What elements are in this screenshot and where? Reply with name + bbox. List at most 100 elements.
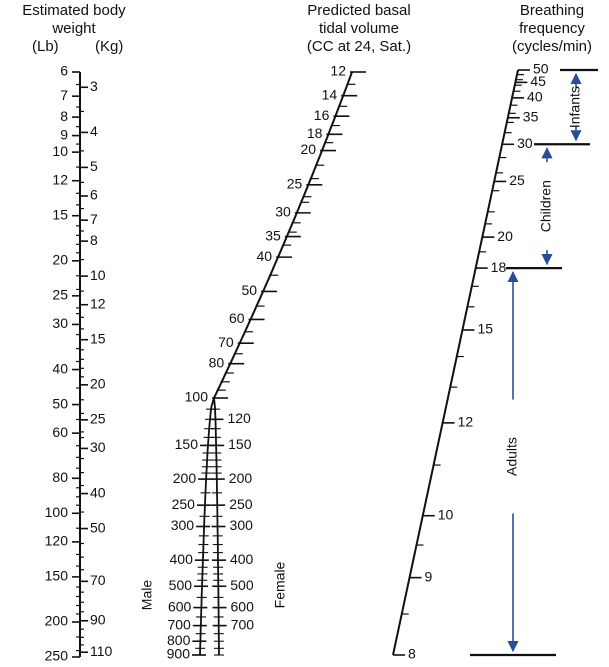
kg-tick-label: 15 <box>90 330 106 346</box>
female-tick-label: 200 <box>229 470 253 486</box>
tidal-volume-curve <box>213 71 353 399</box>
weight-header: Estimated body weight <box>2 2 146 38</box>
frequency-header-line1: Breathing <box>519 2 585 19</box>
lb-tick-label: 60 <box>52 424 68 440</box>
male-tick-label: 900 <box>167 646 191 662</box>
frequency-tick-label: 40 <box>527 89 543 105</box>
children-label: Children <box>538 180 554 232</box>
kg-tick-label: 3 <box>90 78 98 94</box>
male-tick-label: 300 <box>171 517 195 533</box>
lb-tick-label: 7 <box>60 87 68 103</box>
frequency-tick-label: 15 <box>477 321 493 337</box>
lb-tick-label: 40 <box>52 360 68 376</box>
female-tick-label: 150 <box>228 436 252 452</box>
frequency-tick-label: 50 <box>533 61 549 77</box>
lb-tick-label: 30 <box>52 315 68 331</box>
lb-tick-label: 25 <box>52 287 68 303</box>
kg-tick-label: 12 <box>90 295 106 311</box>
frequency-tick-label: 20 <box>497 228 513 244</box>
kg-tick-label: 8 <box>90 232 98 248</box>
volume-header: Predicted basal tidal volume (CC at 24, … <box>284 2 434 56</box>
volume-tick-label: 80 <box>209 354 225 370</box>
frequency-tick-label: 10 <box>438 506 454 522</box>
male-tick-label: 400 <box>170 551 194 567</box>
lb-tick-label: 250 <box>45 648 69 664</box>
lb-tick-label: 120 <box>45 533 69 549</box>
kg-tick-label: 30 <box>90 439 106 455</box>
lb-tick-label: 150 <box>45 568 69 584</box>
female-label: Female <box>272 561 288 608</box>
kg-tick-label: 5 <box>90 158 98 174</box>
female-tick-label: 700 <box>231 616 255 632</box>
volume-tick-label: 18 <box>307 125 323 141</box>
kg-tick-label: 7 <box>90 211 98 227</box>
volume-tick-label: 30 <box>275 204 291 220</box>
frequency-tick-label: 12 <box>458 414 474 430</box>
kg-tick-label: 20 <box>90 376 106 392</box>
lb-tick-label: 8 <box>60 108 68 124</box>
weight-header-line1: Estimated body <box>22 2 126 19</box>
frequency-tick-label: 9 <box>425 568 433 584</box>
weight-header-line2: weight <box>52 20 96 37</box>
male-tick-label: 800 <box>167 632 191 648</box>
lb-tick-label: 20 <box>52 252 68 268</box>
lb-unit-label: (Lb) <box>32 38 59 55</box>
kg-tick-label: 6 <box>90 187 98 203</box>
frequency-tick-label: 45 <box>530 73 546 89</box>
frequency-header-line2: frequency <box>519 20 585 37</box>
volume-tick-label: 14 <box>322 86 338 102</box>
frequency-axis-line <box>392 69 519 656</box>
lb-tick-label: 10 <box>52 143 68 159</box>
volume-tick-label: 35 <box>265 227 281 243</box>
volume-tick-label: 70 <box>218 334 234 350</box>
kg-tick-label: 4 <box>90 123 98 139</box>
lb-tick-label: 12 <box>52 171 68 187</box>
volume-tick-label: 100 <box>185 389 209 405</box>
kg-tick-label: 90 <box>90 611 106 627</box>
lb-tick-label: 6 <box>60 63 68 79</box>
frequency-header: Breathing frequency (cycles/min) <box>500 2 604 56</box>
weight-scale: 6 7 8 910 12 15 20 25 30 40 50 60 80 100 120 150 200 250 3… <box>45 63 113 664</box>
male-tick-label: 250 <box>172 496 196 512</box>
female-tick-label: 250 <box>229 496 253 512</box>
frequency-tick-label: 35 <box>523 108 539 124</box>
kg-tick-label: 70 <box>90 572 106 588</box>
kg-tick-label: 40 <box>90 484 106 500</box>
kg-tick-label: 110 <box>90 643 113 659</box>
frequency-tick-label: 30 <box>517 135 533 151</box>
infants-label: Infants <box>567 86 583 128</box>
frequency-tick-label: 18 <box>491 259 507 275</box>
lb-tick-label: 9 <box>60 126 68 142</box>
volume-tick-label: 40 <box>256 248 272 264</box>
volume-tick-label: 50 <box>241 282 257 298</box>
frequency-header-line3: (cycles/min) <box>511 38 592 55</box>
volume-header-line2: tidal volume <box>318 20 400 37</box>
adults-label: Adults <box>504 437 520 476</box>
volume-tick-label: 25 <box>287 176 303 192</box>
frequency-tick-label: 8 <box>408 646 416 662</box>
female-tick-label: 600 <box>231 598 255 614</box>
kg-tick-label: 50 <box>90 519 106 535</box>
lb-tick-label: 80 <box>52 469 68 485</box>
male-tick-label: 600 <box>168 598 192 614</box>
lb-tick-label: 200 <box>45 613 69 629</box>
lb-tick-label: 100 <box>45 504 69 520</box>
age-group-markers: Infants Children Adults <box>470 68 598 657</box>
female-tick-label: 400 <box>230 551 254 567</box>
volume-header-line3: (CC at 24, Sat.) <box>306 38 412 55</box>
lb-tick-label: 15 <box>52 206 68 222</box>
kg-unit-label: (Kg) <box>95 38 124 55</box>
male-tick-label: 200 <box>173 470 197 486</box>
kg-tick-label: 25 <box>90 411 106 427</box>
volume-tick-label: 60 <box>229 310 245 326</box>
volume-tick-label: 16 <box>314 107 330 123</box>
female-tick-label: 300 <box>230 517 254 533</box>
male-tick-label: 700 <box>167 616 191 632</box>
male-tick-label: 150 <box>175 436 199 452</box>
volume-tick-label: 20 <box>300 141 316 157</box>
male-label: Male <box>139 580 155 611</box>
